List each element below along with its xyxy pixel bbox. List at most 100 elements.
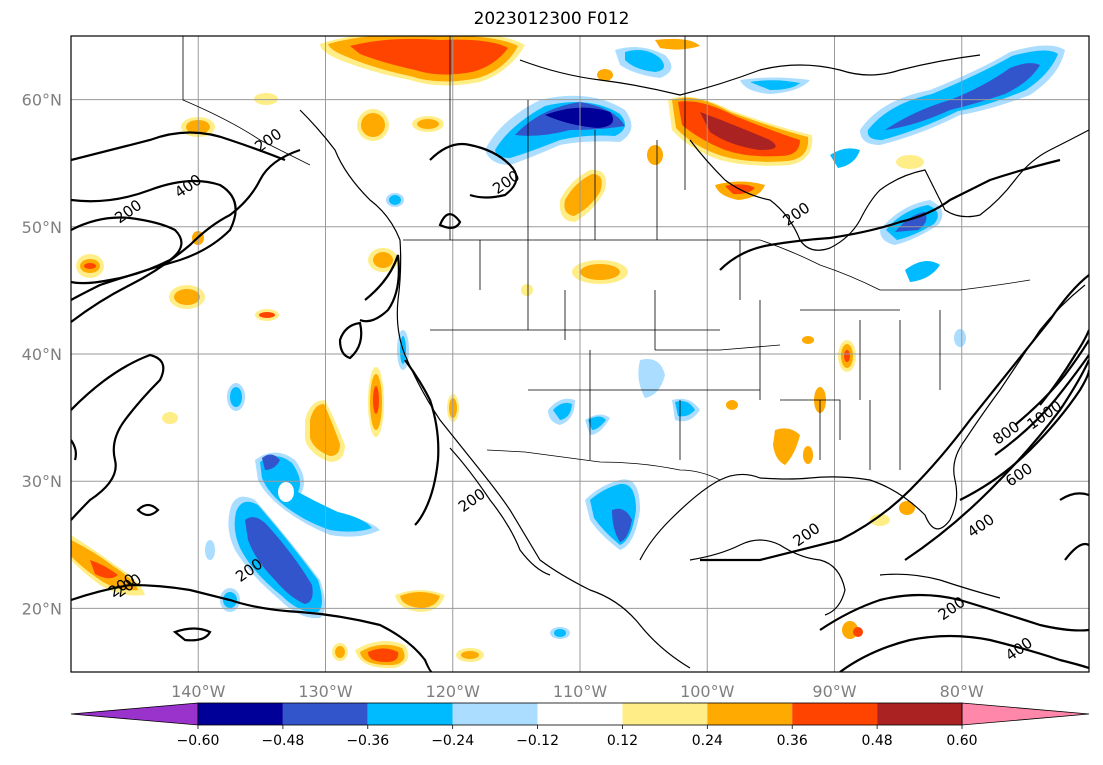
shade-region xyxy=(885,63,1040,131)
contour-line xyxy=(359,254,400,323)
shade-region xyxy=(655,38,700,50)
contour-label: 400 xyxy=(171,171,205,202)
lat-tick-label: 20°N xyxy=(22,599,62,618)
colorbar-tick-label: −0.24 xyxy=(431,733,474,749)
contour-line xyxy=(719,158,1061,271)
colorbar: −0.60 −0.48 −0.36 −0.24 −0.12 0.12 0.24 0.36 0.4… xyxy=(70,702,1090,749)
shade-region xyxy=(844,350,850,362)
shade-region xyxy=(726,400,738,410)
colorbar-segment xyxy=(707,703,793,725)
colorbar-tick-label: 0.12 xyxy=(607,733,638,749)
shade-region xyxy=(612,508,632,542)
shade-region xyxy=(899,501,915,515)
shade-region xyxy=(368,648,399,662)
coastline-pacific xyxy=(299,109,691,669)
shade-region xyxy=(638,359,665,398)
contour-line xyxy=(71,148,301,323)
contour-label: 200 xyxy=(455,485,489,516)
contour-line xyxy=(839,634,1089,672)
anomaly-shading xyxy=(71,36,1065,669)
contour-line xyxy=(71,131,286,162)
shade-region xyxy=(205,540,215,560)
shade-region xyxy=(389,195,401,205)
coastline-hudson xyxy=(689,129,1089,251)
shade-region xyxy=(71,540,138,591)
contour-line xyxy=(959,369,1089,501)
contour-label: 200 xyxy=(935,593,969,624)
lon-tick-label: 140°W xyxy=(171,682,226,701)
contour-line xyxy=(904,359,1089,561)
contour-label: 1000 xyxy=(1024,397,1066,434)
shade-region xyxy=(870,514,890,526)
lon-tick-label: 100°W xyxy=(680,682,735,701)
shade-region xyxy=(802,336,814,344)
shade-region xyxy=(554,629,566,637)
shade-region xyxy=(564,174,602,216)
shade-region xyxy=(84,263,96,269)
colorbar-tick-label: 0.60 xyxy=(946,733,977,749)
shade-region xyxy=(597,69,613,81)
contour-line xyxy=(136,503,160,517)
contour-line xyxy=(71,353,165,521)
contour-line xyxy=(429,142,518,199)
colorbar-tick-label: 0.36 xyxy=(777,733,808,749)
shade-region xyxy=(373,252,393,268)
colorbar-segment xyxy=(452,703,538,725)
shade-region xyxy=(350,38,508,75)
plot-frame xyxy=(70,35,1090,673)
colorbar-segment xyxy=(792,703,878,725)
colorbar-extend-low xyxy=(70,702,199,726)
contour-line xyxy=(1039,329,1089,406)
border-us-canada xyxy=(403,239,1031,291)
coastline-yucatan xyxy=(689,539,846,616)
contour-line xyxy=(338,321,363,360)
contour-line xyxy=(71,179,237,301)
contour-line xyxy=(994,354,1089,456)
shade-region xyxy=(335,646,345,658)
colorbar-tick-label: −0.48 xyxy=(261,733,304,749)
shade-region xyxy=(853,627,863,637)
contour-label: 400 xyxy=(1002,634,1036,665)
coastline-baja xyxy=(449,447,551,576)
shade-region xyxy=(361,113,385,137)
shade-region xyxy=(278,482,294,502)
map-title: 2023012300 F012 xyxy=(473,9,630,29)
contour-line xyxy=(1014,339,1089,426)
shade-region xyxy=(773,428,800,465)
shade-region xyxy=(625,50,664,72)
contour-line xyxy=(819,593,1089,632)
lon-tick-label: 120°W xyxy=(426,682,481,701)
shade-region xyxy=(545,107,614,128)
colorbar-segment xyxy=(622,703,708,725)
colorbar-segment xyxy=(198,703,283,725)
border-canada-province xyxy=(449,36,686,240)
colorbar-tick-label: 0.24 xyxy=(692,733,723,749)
longitude-tick-labels: 140°W 130°W 120°W 110°W 100°W 90°W 80°W xyxy=(171,682,984,701)
contour-line xyxy=(700,274,1089,562)
colorbar-tick-label: −0.60 xyxy=(177,733,220,749)
shade-region xyxy=(259,312,275,318)
shade-region xyxy=(954,329,966,347)
contour-line xyxy=(438,213,462,229)
contour-lines xyxy=(71,131,1089,672)
contour-label: 200 xyxy=(779,198,813,229)
contour-label: 200 xyxy=(489,167,523,198)
colorbar-segment xyxy=(877,703,962,725)
coastline-cuba xyxy=(879,573,1001,599)
contour-label: 200 xyxy=(111,196,145,227)
contour-line xyxy=(71,583,433,672)
coastline-arctic xyxy=(519,54,981,96)
lat-tick-label: 50°N xyxy=(22,218,62,237)
political-borders xyxy=(182,36,1031,481)
colorbar-segment xyxy=(367,703,453,725)
shade-region xyxy=(905,261,940,282)
contour-label: 400 xyxy=(964,510,998,541)
colorbar-tick-label: 0.48 xyxy=(862,733,893,749)
shade-region xyxy=(521,284,533,296)
shade-region xyxy=(417,119,439,129)
lon-tick-label: 80°W xyxy=(940,682,984,701)
shade-region xyxy=(174,289,200,305)
border-state xyxy=(430,240,941,470)
lat-tick-label: 60°N xyxy=(22,91,62,110)
colorbar-segment xyxy=(537,703,623,725)
